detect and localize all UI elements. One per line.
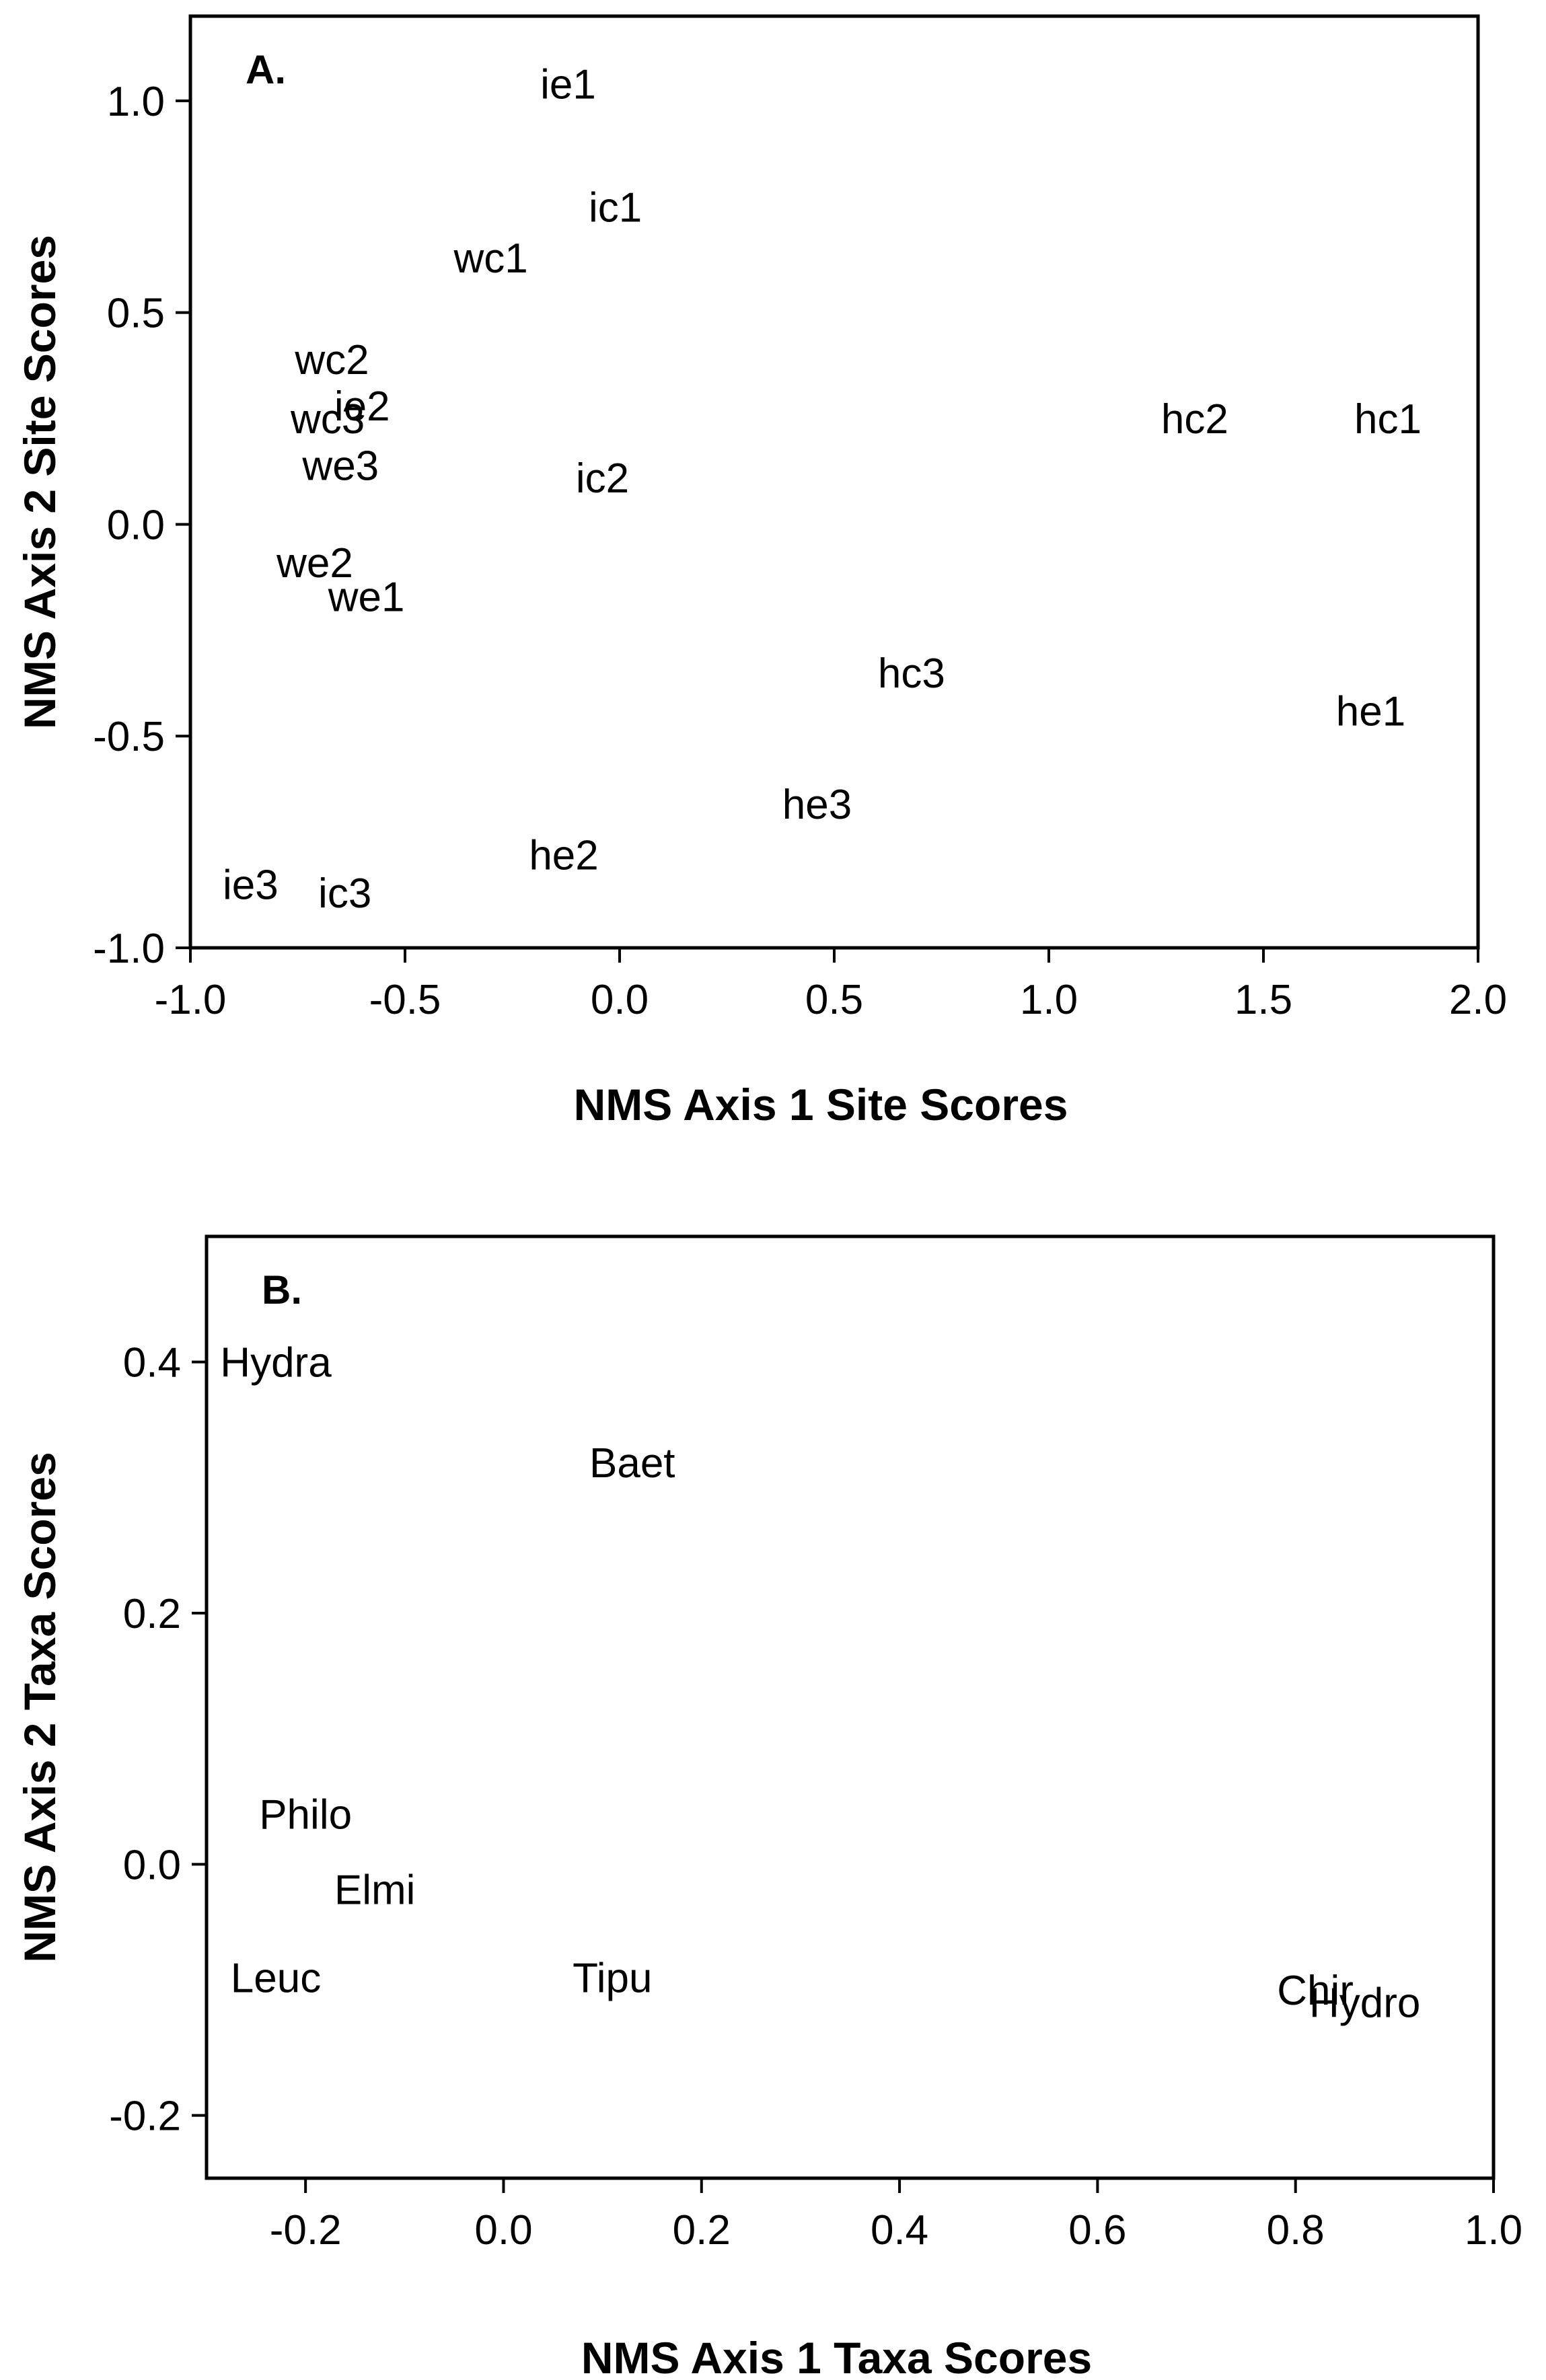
x-tick-label: -0.2 [270,2207,342,2254]
panel-label: A. [246,47,286,92]
x-tick-label: 0.8 [1267,2207,1325,2254]
x-tick-label: 0.4 [871,2207,928,2254]
point-label-hc3: hc3 [878,650,945,697]
point-label-he2: he2 [529,833,598,879]
x-tick-label: 0.6 [1068,2207,1126,2254]
point-label-wc2: wc2 [294,337,369,383]
point-label-ie3: ie3 [223,862,279,909]
point-label-we3: we3 [301,443,379,489]
y-tick-label: 0.5 [107,291,165,337]
panel-label: B. [262,1267,302,1312]
point-label-ic3: ic3 [318,870,371,917]
x-tick-label: 1.0 [1020,977,1078,1023]
x-tick-label: -1.0 [155,977,227,1023]
point-label-he3: he3 [782,782,852,828]
point-label-we1: we1 [328,574,405,620]
point-label-philo: Philo [259,1792,352,1838]
point-label-wc3: wc3 [290,396,365,443]
x-axis-title: NMS Axis 1 Site Scores [574,1080,1068,1129]
y-tick-label: -0.5 [93,714,165,760]
point-label-ic2: ic2 [576,455,629,502]
x-tick-label: -0.5 [369,977,441,1023]
point-label-hc1: hc1 [1354,396,1422,443]
y-tick-label: 0.0 [123,1842,181,1888]
point-label-tipu: Tipu [573,1955,652,2001]
point-label-he1: he1 [1336,688,1405,735]
x-axis-title: NMS Axis 1 Taxa Scores [581,2333,1092,2380]
x-tick-label: 0.0 [591,977,649,1023]
y-tick-label: -1.0 [93,926,165,972]
point-label-hydra: Hydra [220,1340,332,1386]
point-label-hc2: hc2 [1161,396,1228,443]
x-tick-label: 1.0 [1465,2207,1522,2254]
x-tick-label: 1.5 [1235,977,1292,1023]
point-label-chir: Chir [1277,1968,1354,2014]
point-label-ie1: ie1 [540,62,596,108]
point-label-wc1: wc1 [453,235,527,282]
y-axis-title: NMS Axis 2 Site Scores [15,235,65,729]
y-tick-label: 1.0 [107,79,165,125]
point-label-ic1: ic1 [589,184,642,231]
y-tick-label: 0.2 [123,1591,181,1637]
x-tick-label: 2.0 [1449,977,1507,1023]
y-tick-label: 0.0 [107,502,165,548]
point-label-ie2: ie2 [334,383,390,430]
point-label-elmi: Elmi [334,1867,416,1914]
x-tick-label: 0.5 [805,977,863,1023]
point-label-baet: Baet [589,1440,675,1487]
x-tick-label: 0.2 [673,2207,731,2254]
point-label-hydro: Hydro [1309,1980,1420,2027]
y-axis-title: NMS Axis 2 Taxa Scores [15,1452,65,1962]
panel-b-taxa-scores: -0.2 0.0 0.2 0.4 0.6 0.8 1.0 -0.2 0.0 0.2 0.4 B. NMS… [15,1234,1522,2380]
y-tick-label: -0.2 [109,2093,181,2140]
plot-frame [205,1234,1496,2180]
point-label-we2: we2 [276,540,353,587]
panel-a-site-scores: -1.0 -0.5 0.0 0.5 1.0 1.5 2.0 -1.0 -0.5 0.0 0.5 1.0… [15,14,1507,1129]
point-label-leuc: Leuc [231,1955,321,2001]
x-tick-label: 0.0 [474,2207,532,2254]
y-tick-label: 0.4 [123,1340,181,1386]
